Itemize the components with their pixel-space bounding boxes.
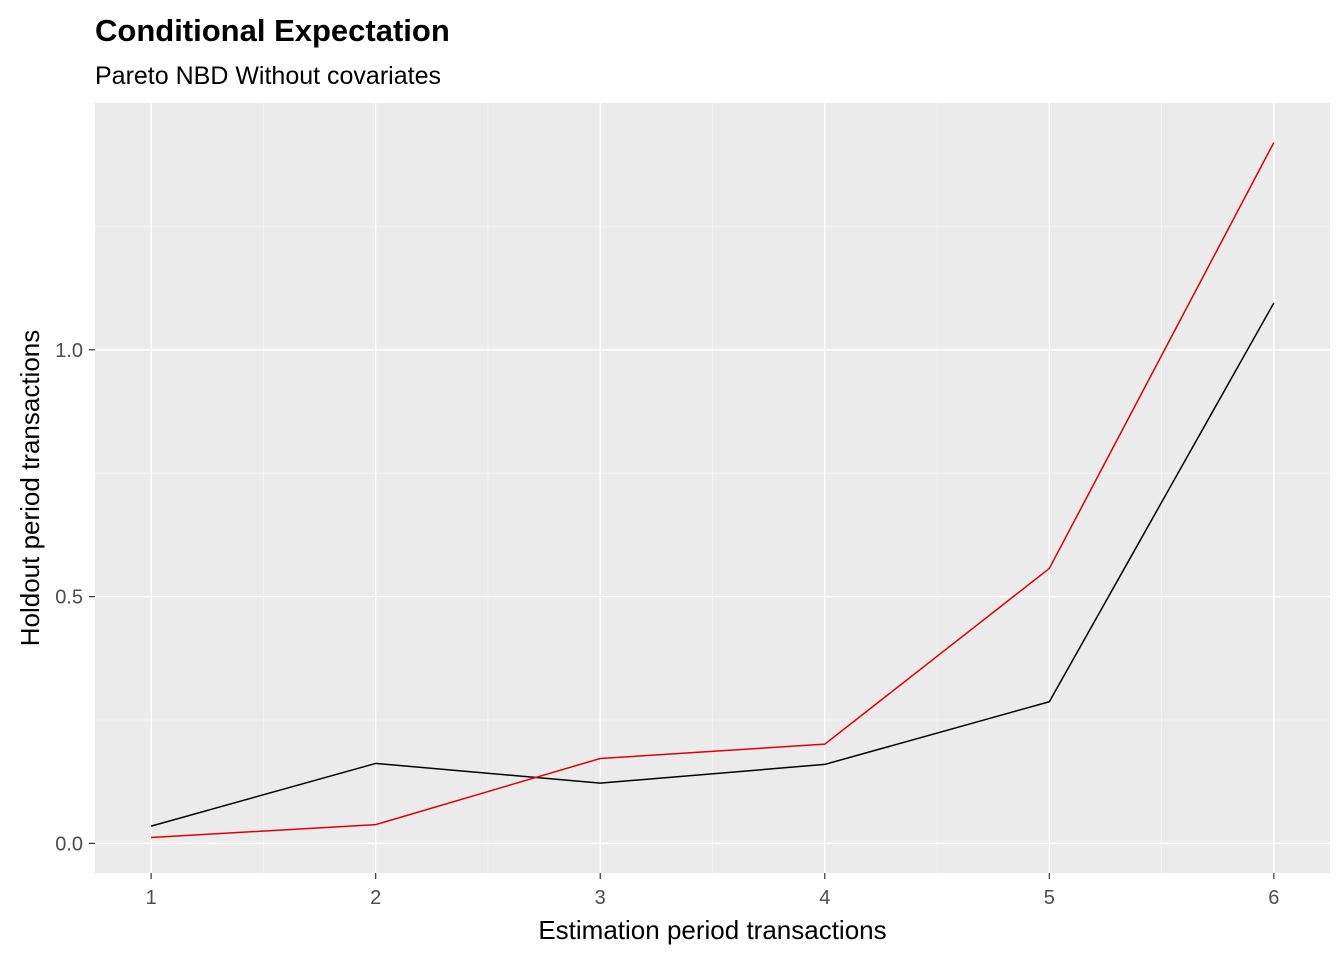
- grid-major-lines: [95, 103, 1330, 873]
- y-tick-label: 1.0: [55, 340, 83, 362]
- x-tick-label: 4: [819, 887, 830, 909]
- series-line-2: [151, 142, 1275, 839]
- y-tick-label: 0.0: [55, 833, 83, 855]
- y-axis-title: Holdout period transactions: [15, 330, 45, 647]
- x-tick-label: 2: [370, 887, 381, 909]
- x-tick-label: 3: [595, 887, 606, 909]
- series-line-1: [150, 302, 1275, 827]
- y-tick-label: 0.5: [55, 587, 83, 609]
- chart-subtitle: Pareto NBD Without covariates: [95, 62, 441, 90]
- series-layer: [150, 142, 1275, 839]
- y-axis-ticks: 0.0 0.5 1.0: [55, 340, 95, 855]
- chart-title: Conditional Expectation: [95, 13, 450, 48]
- x-tick-label: 5: [1044, 887, 1055, 909]
- x-tick-label: 6: [1268, 887, 1279, 909]
- grid-minor-lines: [95, 103, 1330, 873]
- x-axis-ticks: 1 2 3 4 5 6: [146, 873, 1279, 909]
- x-tick-label: 1: [146, 887, 157, 909]
- x-axis-title: Estimation period transactions: [538, 915, 886, 945]
